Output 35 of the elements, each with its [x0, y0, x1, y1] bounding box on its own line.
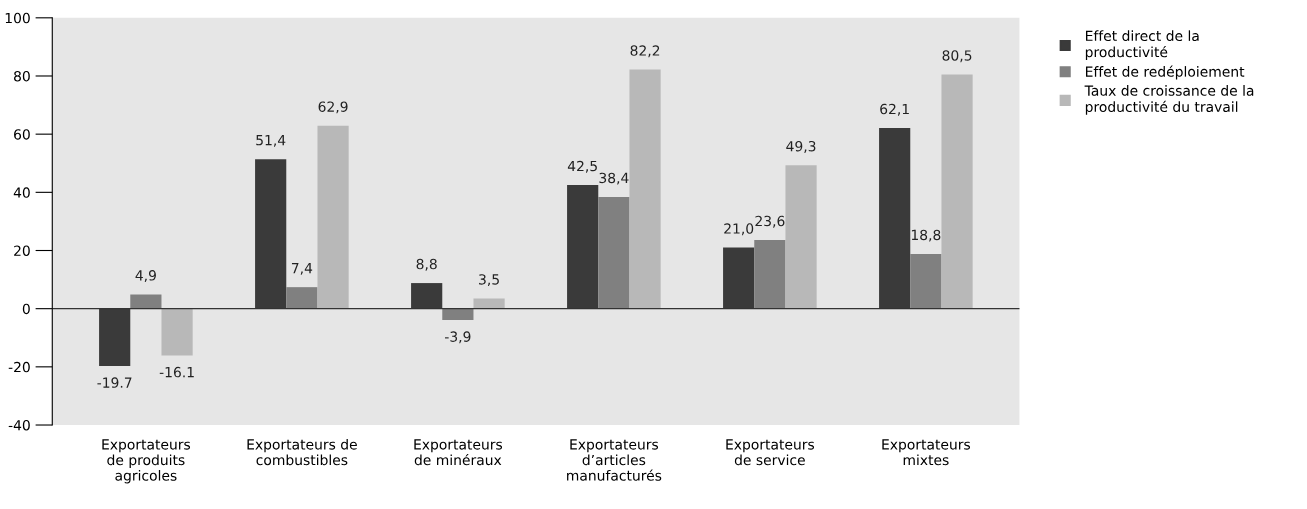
data-label: 8,8 [416, 258, 437, 271]
data-label: 4,9 [135, 270, 156, 283]
data-label: 49,3 [786, 140, 816, 153]
y-tick-label: -40 [8, 419, 30, 431]
x-tick-label: Exportateurs mixtes [882, 439, 971, 466]
data-label: 7,4 [291, 263, 313, 275]
y-tick-label: 0 [22, 303, 30, 315]
legend-label: Effet direct de la productivité [1085, 30, 1199, 60]
x-tick-label: Exportateurs de produits agricoles [102, 439, 191, 484]
y-tick-label: 40 [13, 187, 30, 198]
data-label: 18,8 [911, 229, 941, 242]
data-label: 23,6 [755, 215, 785, 228]
data-label: 82,2 [630, 45, 660, 58]
data-label: 3,5 [479, 274, 499, 287]
data-label: -16.1 [159, 366, 194, 378]
y-tick-label: 20 [14, 245, 30, 256]
x-tick-label: Exportateurs de minéraux [414, 439, 503, 466]
y-tick-label: 80 [14, 70, 30, 82]
y-tick-label: 60 [14, 129, 30, 140]
x-tick-label: Exportateurs de combustibles [247, 438, 357, 466]
y-tick-label: 100 [5, 12, 30, 24]
y-tick-label: -20 [8, 361, 30, 373]
data-label: -19.7 [97, 377, 132, 388]
data-label: 42,5 [567, 160, 597, 173]
data-label: 62,1 [880, 103, 909, 116]
data-label: 51,4 [256, 135, 286, 147]
x-tick-label: Exportateurs d’articles manufacturés [567, 439, 662, 481]
data-label: 62,9 [318, 101, 348, 114]
x-tick-label: Exportateurs de service [726, 439, 815, 466]
legend-label: Taux de croissance de la productivité du travail [1084, 85, 1254, 115]
data-label: 38,4 [599, 172, 629, 185]
data-label: -3,9 [445, 331, 471, 344]
data-label: 80,5 [942, 50, 972, 63]
data-label: 21,0 [724, 223, 754, 236]
legend-label: Effet de redéploiement [1086, 65, 1245, 80]
